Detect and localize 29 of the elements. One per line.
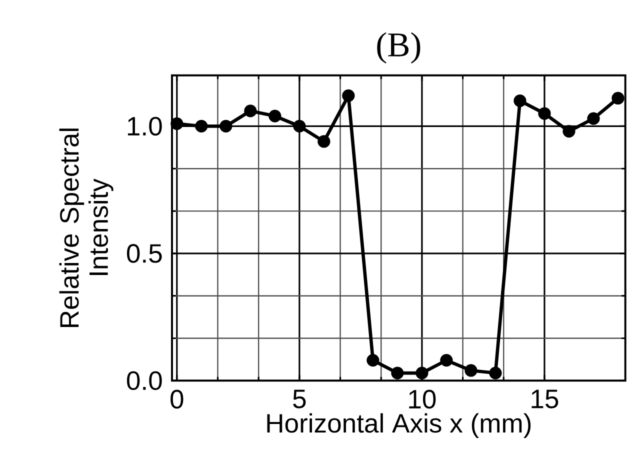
point: [170, 117, 184, 130]
point: [244, 104, 257, 118]
point: [318, 135, 330, 148]
point: [538, 107, 551, 120]
point: [195, 120, 208, 133]
x-axis-title: Horizontal Axis x (mm): [267, 413, 531, 438]
y-axis-title: Relative Spectral Intensity: [59, 128, 114, 327]
y-tick-label: 1.0: [128, 116, 162, 136]
point: [612, 92, 624, 105]
point: [416, 366, 428, 380]
point: [587, 112, 600, 125]
point: [514, 94, 526, 108]
chart-title: (B): [377, 32, 420, 64]
point: [366, 354, 380, 367]
y-tick-label: 0.0: [126, 371, 162, 390]
point: [391, 366, 404, 380]
point: [220, 120, 232, 133]
x-tick-label: 0: [170, 390, 184, 409]
point: [293, 120, 306, 133]
x-tick-label: 10: [409, 390, 436, 409]
point: [489, 366, 502, 380]
point: [268, 110, 282, 122]
x-tick-label: 15: [532, 390, 558, 408]
y-tick-label: 0.5: [126, 244, 162, 263]
point: [464, 364, 478, 377]
point: [562, 125, 576, 138]
point: [342, 89, 355, 102]
point: [440, 354, 453, 367]
x-tick-label: 5: [293, 390, 306, 408]
